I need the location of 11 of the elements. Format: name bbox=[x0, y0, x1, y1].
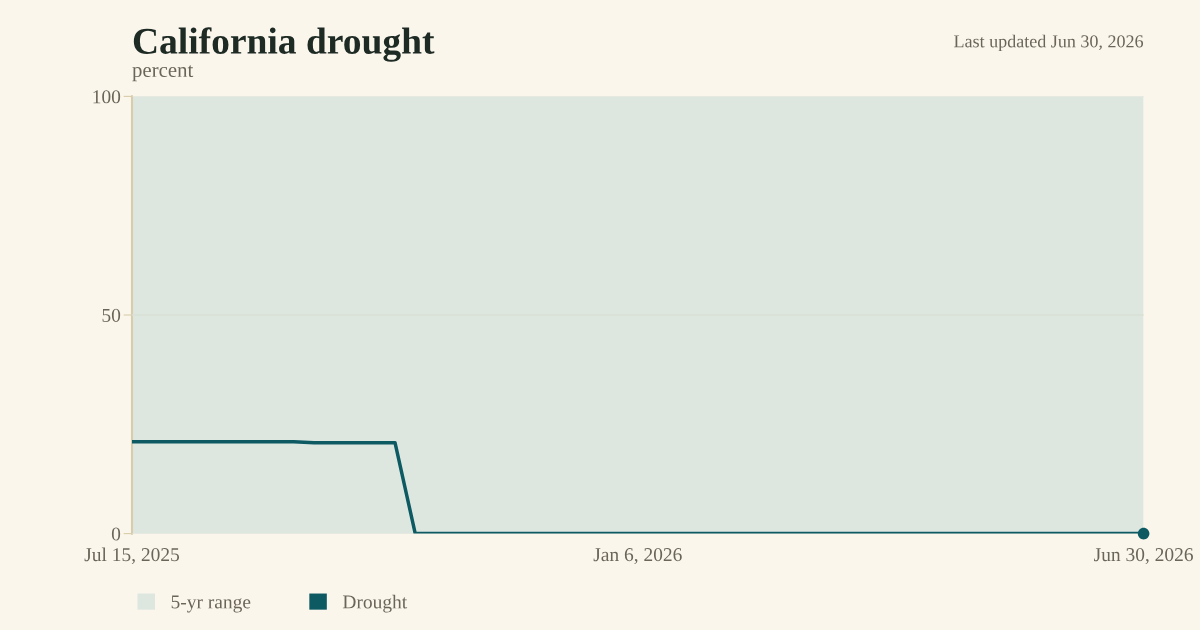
y-tick-label: 50 bbox=[102, 308, 121, 322]
x-tick-label: Jul 15, 2025 bbox=[84, 547, 180, 564]
chart-subtitle: percent bbox=[132, 65, 194, 82]
x-tick-label: Jan 6, 2026 bbox=[593, 548, 682, 564]
y-tick-label: 0 bbox=[111, 527, 121, 541]
y-tick-label: 100 bbox=[93, 90, 121, 104]
legend-label: Drought bbox=[342, 594, 408, 613]
chart-title: California drought bbox=[133, 27, 435, 62]
legend-label: 5-yr range bbox=[171, 595, 251, 613]
x-tick-label: Jun 30, 2026 bbox=[1094, 548, 1193, 564]
text: Last updated Jun 30, 2026 bbox=[954, 34, 1144, 52]
